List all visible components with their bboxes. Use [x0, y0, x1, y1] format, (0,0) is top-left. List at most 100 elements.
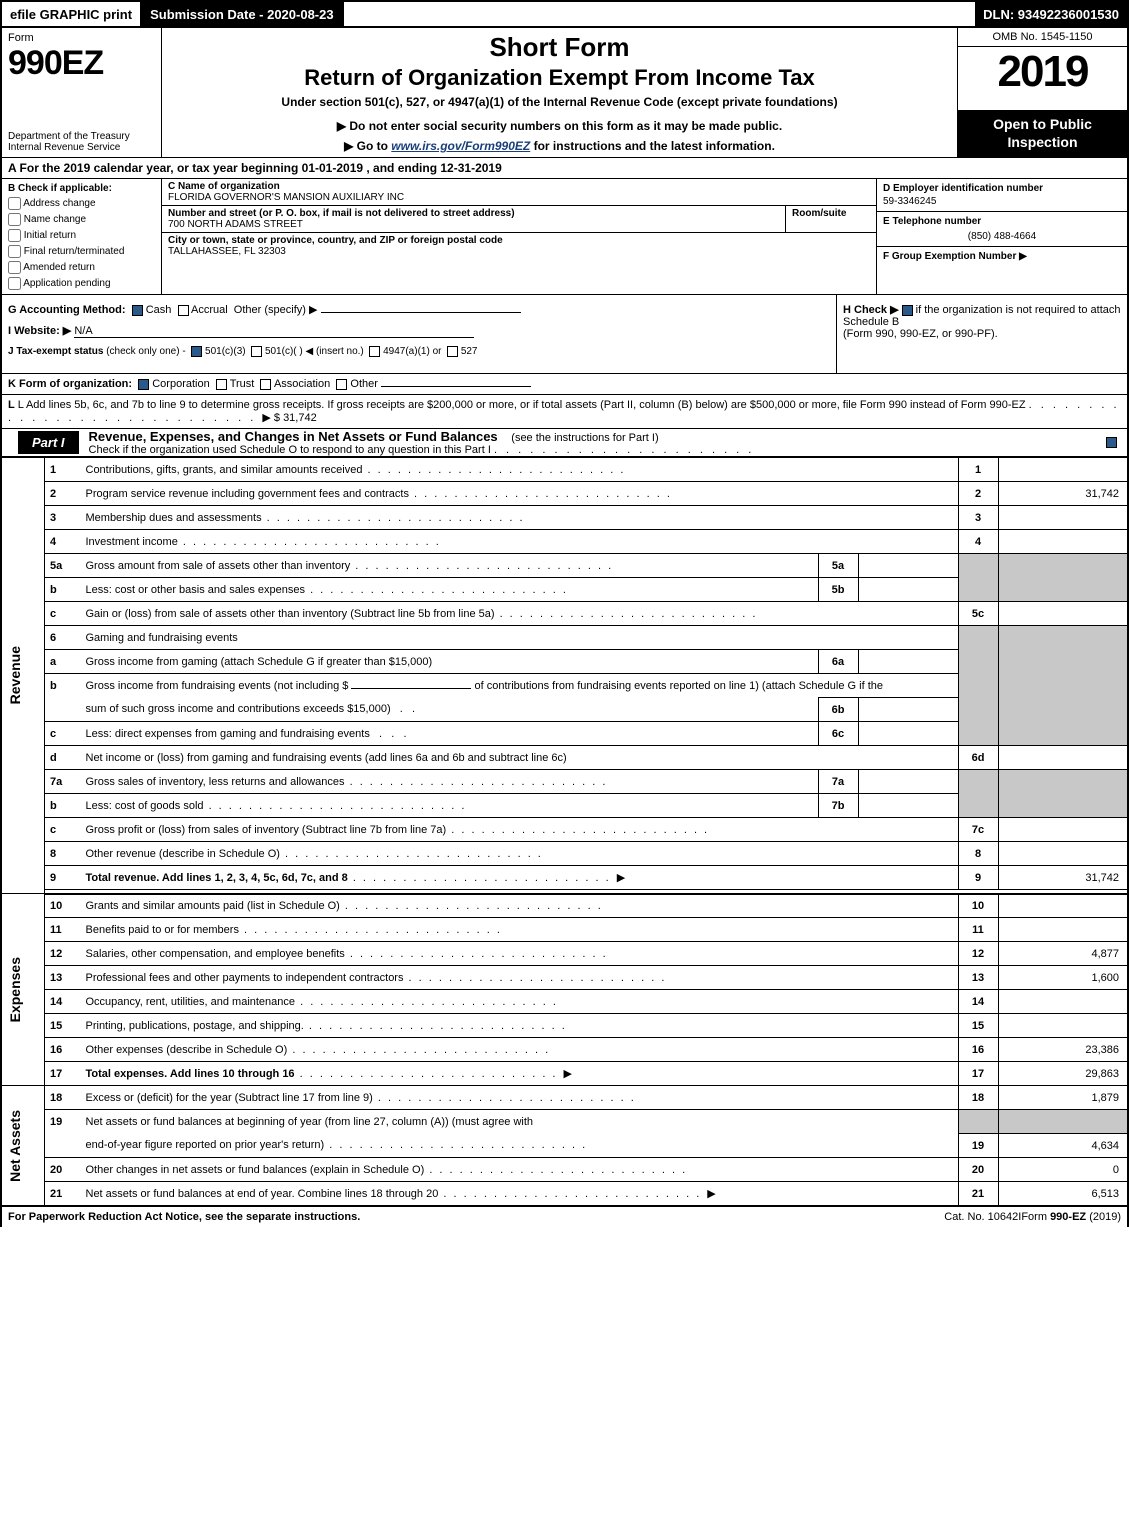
tax-year: 2019	[958, 47, 1127, 97]
note-no-ssn: ▶ Do not enter social security numbers o…	[172, 119, 947, 133]
amount-10	[998, 894, 1128, 918]
table-row: 21 Net assets or fund balances at end of…	[1, 1182, 1128, 1206]
c-room-label: Room/suite	[792, 208, 870, 219]
cb-amended-return[interactable]: Amended return	[8, 261, 155, 274]
paperwork-notice: For Paperwork Reduction Act Notice, see …	[8, 1211, 944, 1223]
efile-label: efile GRAPHIC print	[10, 7, 132, 22]
header-right: OMB No. 1545-1150 2019 Open to Public In…	[957, 28, 1127, 157]
amount-14	[998, 990, 1128, 1014]
cb-cash-icon[interactable]	[132, 305, 143, 316]
cat-no: Cat. No. 10642I	[944, 1211, 1021, 1223]
table-row: 17 Total expenses. Add lines 10 through …	[1, 1062, 1128, 1086]
table-row: 13 Professional fees and other payments …	[1, 966, 1128, 990]
cb-application-pending[interactable]: Application pending	[8, 277, 155, 290]
c-street-value: 700 NORTH ADAMS STREET	[168, 219, 779, 230]
section-entity-info: B Check if applicable: Address change Na…	[0, 179, 1129, 295]
table-row: 4 Investment income 4	[1, 530, 1128, 554]
cb-501c3-icon[interactable]	[191, 346, 202, 357]
irs-label: Internal Revenue Service	[8, 142, 155, 153]
table-row: 11 Benefits paid to or for members 11	[1, 918, 1128, 942]
subtitle: Under section 501(c), 527, or 4947(a)(1)…	[172, 95, 947, 109]
d-ein-value: 59-3346245	[883, 196, 1121, 207]
c-name-label: C Name of organization	[168, 181, 870, 192]
section-c-org-info: C Name of organization FLORIDA GOVERNOR'…	[162, 179, 877, 294]
form-word: Form	[8, 32, 155, 44]
table-row: 15 Printing, publications, postage, and …	[1, 1014, 1128, 1038]
amount-20: 0	[998, 1158, 1128, 1182]
part1-check-icon[interactable]	[1106, 437, 1117, 448]
row-l: L L Add lines 5b, 6c, and 7b to line 9 t…	[0, 395, 1129, 429]
col-g-i-j: G Accounting Method: Cash Accrual Other …	[2, 295, 837, 373]
cb-trust-icon[interactable]	[216, 379, 227, 390]
amount-2: 31,742	[998, 482, 1128, 506]
g-other-input[interactable]	[321, 312, 521, 313]
title-return: Return of Organization Exempt From Incom…	[172, 65, 947, 91]
table-row: 3 Membership dues and assessments 3	[1, 506, 1128, 530]
page-footer: For Paperwork Reduction Act Notice, see …	[0, 1206, 1129, 1227]
amount-4	[998, 530, 1128, 554]
table-row: 12 Salaries, other compensation, and emp…	[1, 942, 1128, 966]
c-name-value: FLORIDA GOVERNOR'S MANSION AUXILIARY INC	[168, 192, 870, 203]
subval-5a	[858, 554, 958, 578]
section-h: H Check ▶ if the organization is not req…	[837, 295, 1127, 373]
cb-501c-icon[interactable]	[251, 346, 262, 357]
subval-6a	[858, 650, 958, 674]
l-amount: $ 31,742	[274, 412, 317, 424]
table-row: 8 Other revenue (describe in Schedule O)…	[1, 842, 1128, 866]
6b-blank[interactable]	[351, 688, 471, 689]
irs-link[interactable]: www.irs.gov/Form990EZ	[391, 139, 530, 153]
table-row: 16 Other expenses (describe in Schedule …	[1, 1038, 1128, 1062]
table-row: 20 Other changes in net assets or fund b…	[1, 1158, 1128, 1182]
row-a-tax-year: A For the 2019 calendar year, or tax yea…	[0, 158, 1129, 179]
form-number: 990EZ	[8, 44, 155, 83]
cb-527-icon[interactable]	[447, 346, 458, 357]
amount-17: 29,863	[998, 1062, 1128, 1086]
j-label: J Tax-exempt status	[8, 346, 103, 357]
cb-corp-icon[interactable]	[138, 379, 149, 390]
amount-3	[998, 506, 1128, 530]
table-row: 14 Occupancy, rent, utilities, and maint…	[1, 990, 1128, 1014]
i-website-label: I Website: ▶	[8, 325, 71, 337]
cb-other-icon[interactable]	[336, 379, 347, 390]
amount-19: 4,634	[998, 1134, 1128, 1158]
d-ein-label: D Employer identification number	[883, 183, 1043, 194]
cb-4947-icon[interactable]	[369, 346, 380, 357]
section-b-checkboxes: B Check if applicable: Address change Na…	[2, 179, 162, 294]
table-row: sum of such gross income and contributio…	[1, 698, 1128, 722]
table-row: Expenses 10 Grants and similar amounts p…	[1, 894, 1128, 918]
cb-address-change[interactable]: Address change	[8, 197, 155, 210]
part1-title: Revenue, Expenses, and Changes in Net As…	[79, 429, 502, 444]
e-phone-value: (850) 488-4664	[883, 231, 1121, 242]
amount-15	[998, 1014, 1128, 1038]
table-row: c Gain or (loss) from sale of assets oth…	[1, 602, 1128, 626]
amount-5c	[998, 602, 1128, 626]
cb-name-change[interactable]: Name change	[8, 213, 155, 226]
dln-badge: DLN: 93492236001530	[975, 2, 1127, 26]
cb-initial-return[interactable]: Initial return	[8, 229, 155, 242]
table-row: b Less: cost or other basis and sales ex…	[1, 578, 1128, 602]
amount-9: 31,742	[998, 866, 1128, 890]
part1-label: Part I	[18, 431, 79, 454]
header-center: Short Form Return of Organization Exempt…	[162, 28, 957, 157]
table-row: 9 Total revenue. Add lines 1, 2, 3, 4, 5…	[1, 866, 1128, 890]
form-footer-label: Form 990-EZ (2019)	[1021, 1211, 1121, 1223]
cb-final-return[interactable]: Final return/terminated	[8, 245, 155, 258]
cb-assoc-icon[interactable]	[260, 379, 271, 390]
subval-7a	[858, 770, 958, 794]
cb-h-icon[interactable]	[902, 305, 913, 316]
table-row: c Gross profit or (loss) from sales of i…	[1, 818, 1128, 842]
c-street-label: Number and street (or P. O. box, if mail…	[168, 208, 779, 219]
efile-print-button[interactable]: efile GRAPHIC print	[2, 2, 142, 26]
table-row: end-of-year figure reported on prior yea…	[1, 1134, 1128, 1158]
table-row: Revenue 1 Contributions, gifts, grants, …	[1, 458, 1128, 482]
amount-16: 23,386	[998, 1038, 1128, 1062]
table-row: 2 Program service revenue including gove…	[1, 482, 1128, 506]
top-bar: efile GRAPHIC print Submission Date - 20…	[0, 0, 1129, 28]
amount-6d	[998, 746, 1128, 770]
cb-accrual-icon[interactable]	[178, 305, 189, 316]
table-row: b Less: cost of goods sold 7b	[1, 794, 1128, 818]
subval-6b	[858, 698, 958, 722]
side-expenses: Expenses	[7, 957, 23, 1022]
side-revenue: Revenue	[7, 646, 23, 704]
k-other-input[interactable]	[381, 386, 531, 387]
